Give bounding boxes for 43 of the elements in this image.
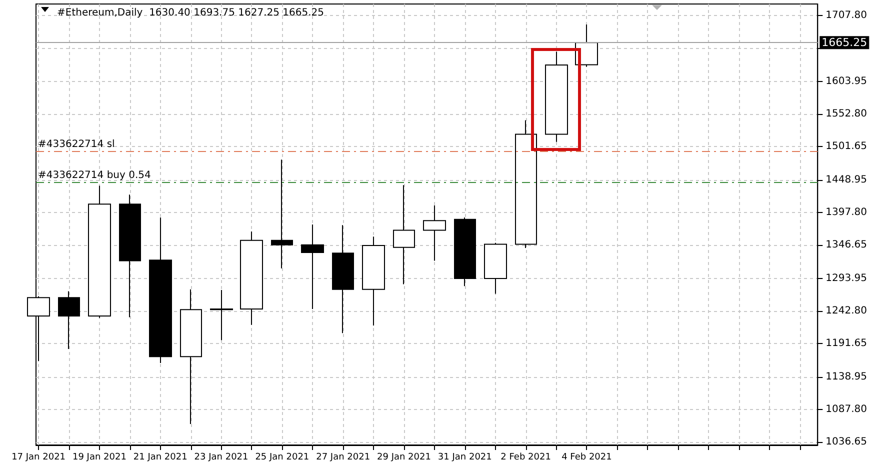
candlestick xyxy=(119,194,141,318)
y-tick-label: 1346.65 xyxy=(826,240,868,251)
x-tick-label: 23 Jan 2021 xyxy=(194,452,248,462)
y-tick-label: 1448.95 xyxy=(826,174,868,186)
ref-line-label: 1665.25 xyxy=(822,36,868,50)
candlestick xyxy=(423,204,446,262)
x-tick-label: 17 Jan 2021 xyxy=(12,452,66,462)
candlestick xyxy=(301,224,324,310)
candlestick xyxy=(271,159,293,269)
candlestick xyxy=(515,120,537,249)
y-tick-label: 1191.65 xyxy=(826,338,868,350)
y-tick-label: 1242.80 xyxy=(826,306,868,317)
x-tick-label: 21 Jan 2021 xyxy=(133,452,188,462)
x-tick-label: 29 Jan 2021 xyxy=(377,452,431,462)
x-tick-label: 2 Feb 2021 xyxy=(500,452,551,462)
candlestick xyxy=(88,185,111,318)
y-tick-label: 1707.80 xyxy=(826,10,868,22)
y-tick-label: 1501.65 xyxy=(826,141,868,152)
y-tick-label: 1397.80 xyxy=(826,207,868,218)
candlestick xyxy=(210,289,233,341)
y-tick-label: 1603.95 xyxy=(826,76,868,88)
candlestick xyxy=(362,236,385,326)
candlestick xyxy=(393,184,415,285)
ref-line-label: #433622714 sl xyxy=(38,138,115,150)
x-tick-label: 25 Jan 2021 xyxy=(255,452,310,462)
y-tick-label: 1087.80 xyxy=(826,404,868,416)
ref-line-label: #433622714 buy 0.54 xyxy=(38,170,151,182)
x-tick-label: 27 Jan 2021 xyxy=(316,452,370,462)
candlestick xyxy=(180,288,202,425)
candlestick xyxy=(545,51,568,142)
candlestick xyxy=(58,290,80,350)
y-tick-label: 1552.80 xyxy=(826,108,868,120)
y-tick-label: 1036.65 xyxy=(826,436,868,448)
x-tick-label: 31 Jan 2021 xyxy=(438,452,492,462)
candlestick xyxy=(240,230,263,326)
candlestick xyxy=(484,242,507,294)
candlestick xyxy=(332,224,354,334)
x-tick-label: 4 Feb 2021 xyxy=(562,452,612,462)
chart-title: #Ethereum,Daily 1630.40 1693.75 1627.25 1665.25 xyxy=(57,8,324,18)
y-tick-label: 1293.95 xyxy=(826,273,868,284)
y-tick-label: 1138.95 xyxy=(826,372,868,383)
x-tick-label: 19 Jan 2021 xyxy=(72,452,126,462)
candlestick xyxy=(454,217,476,287)
